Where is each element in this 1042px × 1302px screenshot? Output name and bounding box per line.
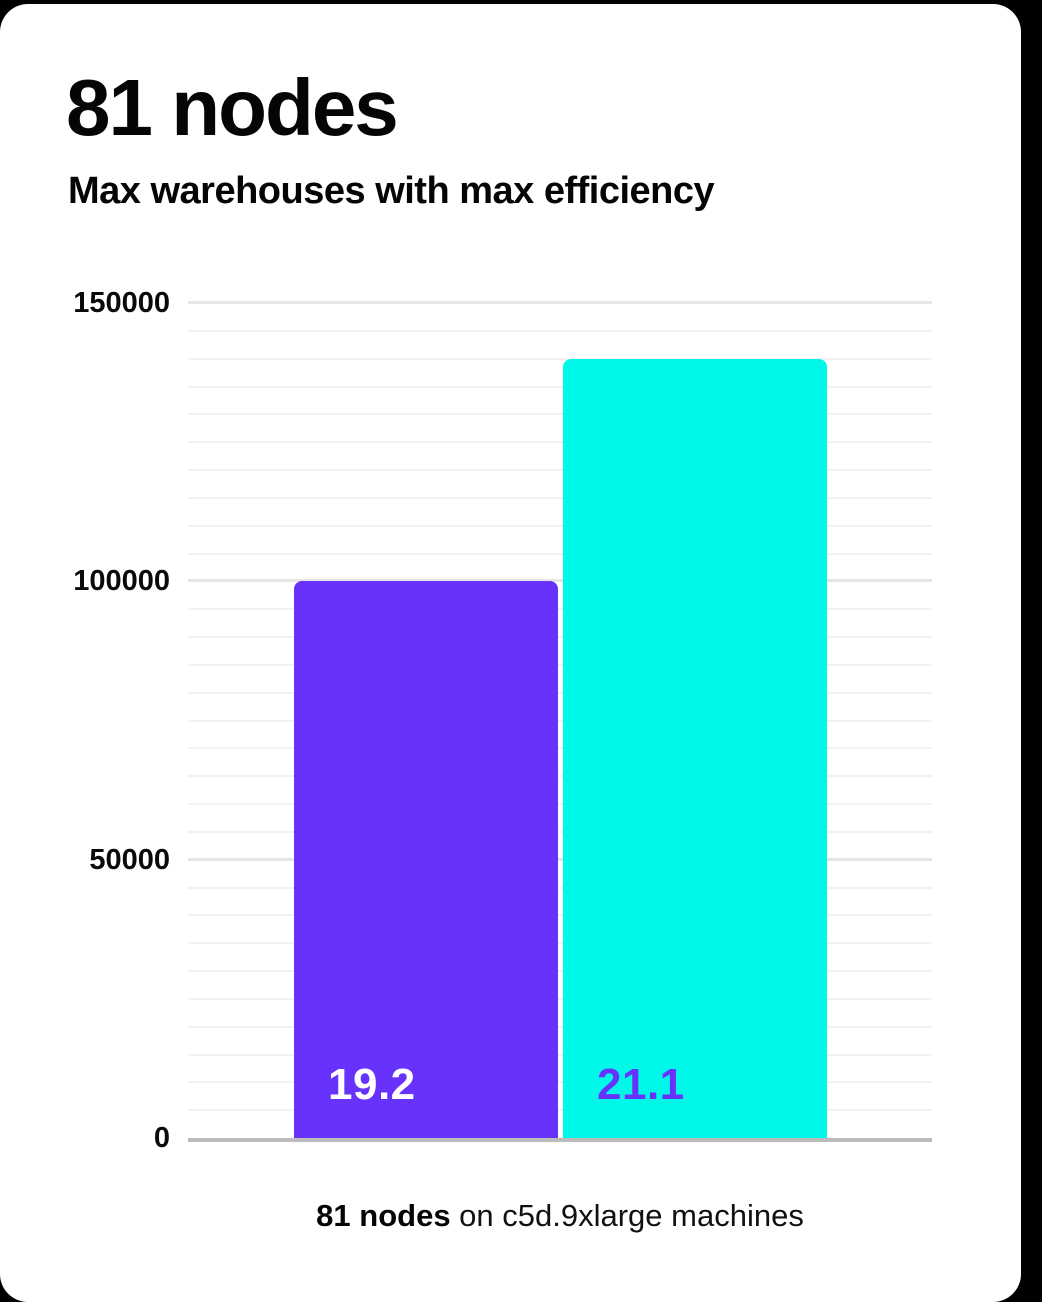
minor-gridline <box>188 496 932 499</box>
x-axis-baseline <box>188 1138 932 1142</box>
minor-gridline <box>188 385 932 388</box>
y-tick-label: 0 <box>153 1122 170 1154</box>
minor-gridline <box>188 524 932 527</box>
minor-gridline <box>188 357 932 360</box>
plot-area: 19.2 21.1 <box>188 301 932 1142</box>
minor-gridline <box>188 914 932 917</box>
minor-gridline <box>188 691 932 694</box>
minor-gridline <box>188 329 932 332</box>
minor-gridline <box>188 1025 932 1028</box>
minor-gridline <box>188 1109 932 1112</box>
y-tick-label: 50000 <box>89 843 170 876</box>
minor-gridline <box>188 1081 932 1084</box>
major-gridline <box>188 579 932 583</box>
minor-gridline <box>188 886 932 889</box>
minor-gridline <box>188 942 932 945</box>
chart-subtitle: Max warehouses with max efficiency <box>68 170 715 212</box>
minor-gridline <box>188 1053 932 1056</box>
minor-gridline <box>188 803 932 805</box>
minor-gridline <box>188 608 932 611</box>
minor-gridline <box>188 747 932 750</box>
major-gridline <box>188 301 932 304</box>
bar-value-label: 21.1 <box>597 1060 685 1109</box>
y-tick-label: 100000 <box>73 565 170 598</box>
bar-v21-1: 21.1 <box>563 358 827 1138</box>
minor-gridline <box>188 775 932 778</box>
minor-gridline <box>188 970 932 972</box>
minor-gridline <box>188 413 932 416</box>
minor-gridline <box>188 441 932 444</box>
minor-gridline <box>188 636 932 638</box>
minor-gridline <box>188 469 932 471</box>
minor-gridline <box>188 997 932 1000</box>
chart-caption: 81 nodes on c5d.9xlarge machines <box>188 1196 932 1236</box>
y-axis-labels: 0 50000 100000 150000 <box>30 288 170 1153</box>
major-gridline <box>188 857 932 861</box>
caption-regular-text: on c5d.9xlarge machines <box>450 1198 804 1233</box>
bar-v19-2: 19.2 <box>294 581 558 1138</box>
caption-bold-text: 81 nodes <box>316 1198 451 1233</box>
minor-gridline <box>188 719 932 722</box>
chart-card: 81 nodes Max warehouses with max efficie… <box>0 4 1021 1302</box>
y-tick-label: 150000 <box>73 287 170 319</box>
minor-gridline <box>188 552 932 555</box>
minor-gridline <box>188 830 932 833</box>
bar-value-label: 19.2 <box>328 1060 416 1109</box>
chart-title: 81 nodes <box>66 63 399 152</box>
minor-gridline <box>188 663 932 666</box>
